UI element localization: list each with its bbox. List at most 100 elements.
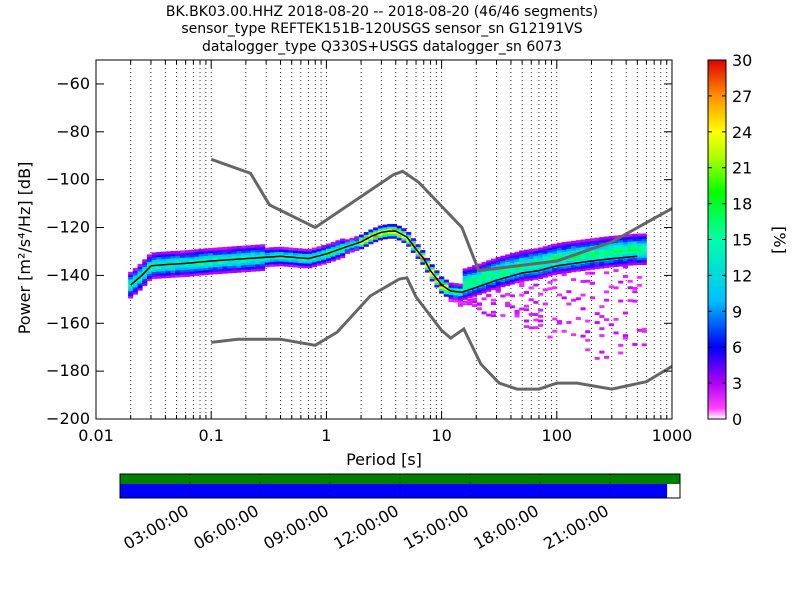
heatmap-cell xyxy=(528,275,534,279)
heatmap-cell xyxy=(500,270,506,273)
heatmap-cell xyxy=(585,265,591,268)
heatmap-cell xyxy=(533,253,539,256)
heatmap-cell xyxy=(165,275,171,279)
heatmap-cell xyxy=(321,254,327,258)
heatmap-cell xyxy=(241,245,247,249)
heatmap-cell xyxy=(377,230,383,234)
heatmap-cell xyxy=(434,284,440,288)
heatmap-cell xyxy=(448,292,454,295)
y-tick-label: −160 xyxy=(46,313,90,332)
heatmap-cell xyxy=(533,250,539,254)
heatmap-cell xyxy=(632,343,638,346)
heatmap-cell xyxy=(203,257,209,261)
heatmap-cell xyxy=(594,312,600,316)
heatmap-cell xyxy=(156,273,162,277)
heatmap-cell xyxy=(330,241,336,245)
heatmap-cell xyxy=(462,297,468,300)
heatmap-cell xyxy=(589,257,596,261)
heatmap-cell xyxy=(500,255,506,259)
heatmap-cell xyxy=(533,248,539,252)
heatmap-cell xyxy=(443,293,449,297)
heatmap-cell xyxy=(439,281,445,285)
chart-title-line-3: datalogger_type Q330S+USGS datalogger_sn… xyxy=(202,39,562,55)
heatmap-cell xyxy=(151,254,157,258)
heatmap-cell xyxy=(245,247,252,251)
heatmap-cell xyxy=(142,276,148,279)
heatmap-cell xyxy=(391,228,398,232)
heatmap-cell xyxy=(622,251,628,255)
heatmap-cell xyxy=(589,271,596,275)
heatmap-cell xyxy=(363,234,369,238)
heatmap-cell xyxy=(132,272,138,276)
heatmap-cell xyxy=(269,249,275,253)
heatmap-cell xyxy=(599,251,605,255)
heatmap-cell xyxy=(212,271,219,275)
heatmap-cell xyxy=(293,257,299,261)
heatmap-cell xyxy=(222,268,228,272)
heatmap-cell xyxy=(288,261,294,265)
heatmap-cell xyxy=(170,274,176,278)
heatmap-cell xyxy=(434,270,440,274)
heatmap-cell xyxy=(132,291,138,295)
heatmap-cell xyxy=(212,247,219,251)
heatmap-cell xyxy=(472,281,478,285)
heatmap-cell xyxy=(547,256,553,260)
heatmap-cell xyxy=(627,241,633,245)
heatmap-cell xyxy=(326,243,332,247)
heatmap-cell xyxy=(580,265,586,269)
heatmap-cell xyxy=(302,253,308,257)
heatmap-cell xyxy=(594,237,600,241)
heatmap-cell xyxy=(387,226,393,230)
heatmap-cell xyxy=(250,264,256,267)
heatmap-cell xyxy=(288,247,294,251)
heatmap-cell xyxy=(627,260,633,264)
heatmap-cell xyxy=(533,277,539,280)
heatmap-cell xyxy=(429,266,435,270)
heatmap-cell xyxy=(406,241,412,245)
y-tick-label: −200 xyxy=(46,409,90,428)
heatmap-cell xyxy=(434,282,440,286)
heatmap-cell xyxy=(575,240,581,243)
heatmap-cell xyxy=(382,229,388,233)
heatmap-cell xyxy=(509,255,515,259)
heatmap-cell xyxy=(335,240,341,244)
heatmap-cell xyxy=(349,249,355,253)
heatmap-cell xyxy=(486,274,492,278)
heatmap-cell xyxy=(585,255,591,259)
heatmap-cell xyxy=(316,248,322,252)
heatmap-cell xyxy=(330,244,336,248)
heatmap-cell xyxy=(335,245,341,248)
heatmap-cell xyxy=(632,260,638,263)
heatmap-cell xyxy=(194,249,200,253)
heatmap-cell xyxy=(264,252,270,256)
heatmap-cell xyxy=(566,241,572,245)
heatmap-cell xyxy=(443,279,449,283)
heatmap-cell xyxy=(509,260,515,264)
heatmap-cell xyxy=(406,243,412,247)
heatmap-cell xyxy=(462,285,468,288)
heatmap-cell xyxy=(170,270,176,273)
heatmap-cell xyxy=(500,274,506,278)
heatmap-cell xyxy=(472,267,478,271)
heatmap-cell xyxy=(476,263,482,267)
heatmap-cell xyxy=(255,268,261,272)
heatmap-cell xyxy=(580,241,586,245)
heatmap-cell xyxy=(222,261,228,265)
heatmap-cell xyxy=(194,263,200,267)
heatmap-cell xyxy=(490,277,497,281)
heatmap-cell xyxy=(231,267,237,271)
heatmap-cell xyxy=(528,265,534,269)
heatmap-cell xyxy=(622,260,628,264)
heatmap-cell xyxy=(641,247,647,251)
heatmap-cell xyxy=(335,254,341,258)
heatmap-cell xyxy=(523,278,530,282)
heatmap-cell xyxy=(528,268,534,271)
x-tick-label: 1 xyxy=(321,426,331,445)
heatmap-cell xyxy=(453,285,459,289)
timeline-tick-label: 21:00:00 xyxy=(540,501,612,553)
heatmap-cell xyxy=(622,258,628,262)
heatmap-cell xyxy=(556,242,563,246)
heatmap-cell xyxy=(236,260,242,264)
heatmap-cell xyxy=(222,266,228,269)
colorbar-tick-label: 9 xyxy=(732,302,742,321)
